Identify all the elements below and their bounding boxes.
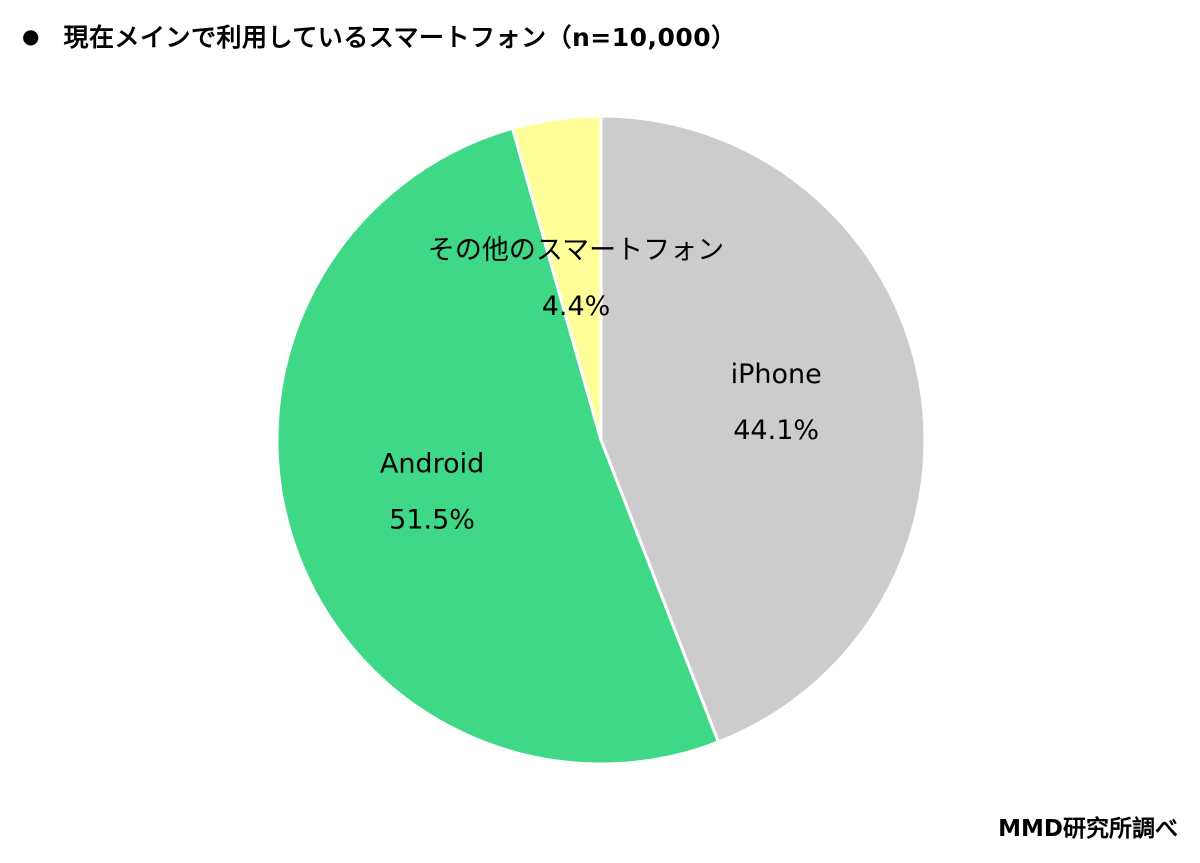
pie-labels: iPhone 44.1% Android 51.5% その他のスマートフォン 4.4% <box>380 235 822 536</box>
chart-title-text: 現在メインで利用しているスマートフォン（n=10,000） <box>63 23 737 52</box>
pie-slices <box>275 114 927 766</box>
chart-title: ● 現在メインで利用しているスマートフォン（n=10,000） <box>22 14 737 58</box>
bullet-icon: ● <box>22 24 40 48</box>
slice-label-other: その他のスマートフォン <box>428 235 724 266</box>
pie-slice-iphone <box>599 114 927 744</box>
pie-slice-android <box>275 126 720 766</box>
slice-value-android: 51.5% <box>389 505 475 536</box>
slice-label-android: Android <box>380 449 484 480</box>
pie-slice-other <box>511 114 603 442</box>
source-credit: MMD研究所調べ <box>998 816 1178 842</box>
slice-label-iphone: iPhone <box>731 359 822 390</box>
slice-value-other: 4.4% <box>542 291 611 322</box>
slice-value-iphone: 44.1% <box>733 415 819 446</box>
